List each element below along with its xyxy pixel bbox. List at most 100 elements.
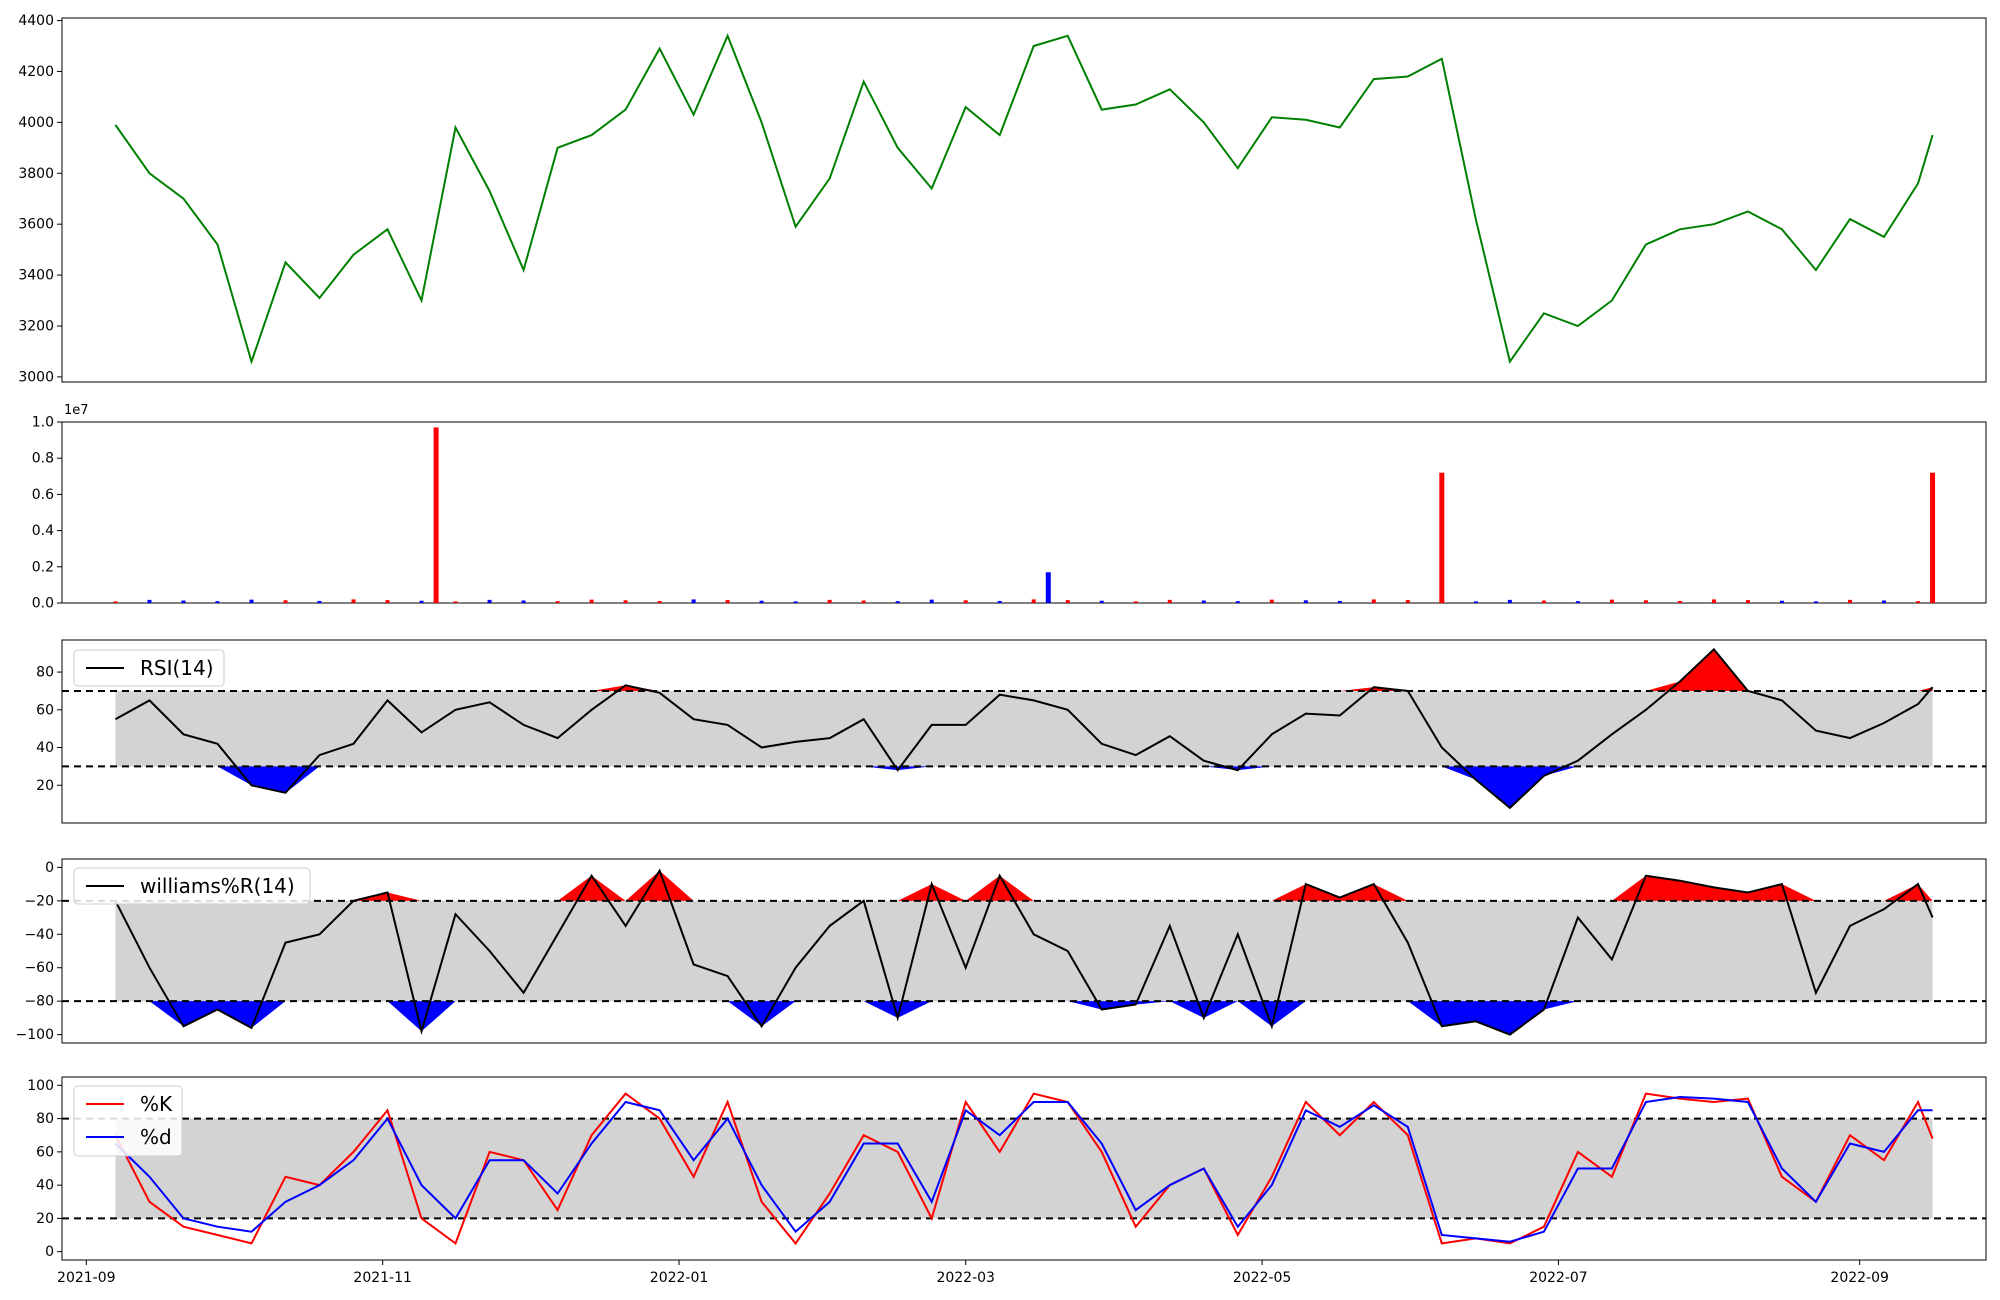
volume-bar (385, 600, 390, 603)
williams-r-panel: 0 −20 −40 −60 −80 −100 williams%R(14) (16, 858, 1987, 1044)
y-tick-label: 40 (36, 740, 54, 756)
stochastic-panel: 0 20 40 60 80 100 2021-09 2021-11 2022-01 2022-03… (27, 1076, 1987, 1286)
volume-bar (283, 600, 288, 603)
volume-bar (521, 600, 526, 603)
volume-bar (1337, 600, 1342, 603)
volume-spike-bar (433, 427, 439, 603)
rsi-neutral-band (115, 690, 1933, 767)
volume-bar (453, 601, 458, 603)
volume-bar (657, 600, 662, 603)
volume-bar (317, 600, 322, 603)
y-tick-label: 0 (45, 1244, 54, 1260)
volume-bar (147, 599, 152, 603)
volume-bar (1269, 599, 1274, 603)
volume-bar (1371, 599, 1376, 603)
williams-r-overbought-fill (115, 870, 1933, 901)
x-tick-label: 2022-03 (936, 1270, 995, 1286)
volume-spike-bar (1045, 572, 1051, 603)
williams-r-line (114, 868, 1934, 1036)
volume-bar (1881, 600, 1886, 603)
y-tick-label: 60 (36, 1144, 54, 1160)
volume-bar (1745, 600, 1750, 603)
rsi-overbought-fill (115, 649, 1933, 691)
y-tick-label: 4400 (18, 13, 54, 29)
x-tick-label: 2021-09 (57, 1270, 116, 1286)
rsi-line (114, 647, 1934, 810)
y-tick-label: 40 (36, 1178, 54, 1194)
rsi-legend: RSI(14) (73, 649, 225, 687)
y-tick-label: 3600 (18, 217, 54, 233)
volume-bar (1473, 601, 1478, 603)
d-line (114, 1095, 1933, 1243)
y-tick-label: 0.0 (32, 596, 54, 612)
volume-bar (113, 601, 118, 603)
volume-bar (1031, 599, 1036, 603)
volume-bar (1167, 599, 1172, 603)
k-legend-label: %K (140, 1092, 173, 1116)
y-tick-label: 0.8 (32, 451, 54, 467)
y-tick-label: 0.6 (32, 487, 54, 503)
volume-bar (725, 600, 730, 603)
price-line (114, 33, 1934, 365)
volume-bar (487, 599, 492, 603)
rsi-oversold-fill (115, 766, 1933, 808)
volume-bar (1405, 600, 1410, 603)
stochastic-legend: %K %d (73, 1085, 183, 1157)
volume-spike-bar (1930, 472, 1936, 603)
volume-bar (1065, 600, 1070, 603)
volume-bar (589, 599, 594, 603)
volume-bar (929, 599, 934, 603)
y-tick-label: −80 (24, 994, 54, 1010)
stochastic-neutral-band (115, 1118, 1933, 1219)
y-tick-label: 3400 (18, 268, 54, 284)
y-tick-label: 60 (36, 702, 54, 718)
volume-bar (181, 600, 186, 603)
volume-bar (997, 600, 1002, 603)
y-tick-label: 3800 (18, 166, 54, 182)
williams-r-oversold-fill (115, 1001, 1933, 1035)
volume-bar (759, 600, 764, 603)
volume-bar (691, 599, 696, 603)
y-tick-label: −40 (24, 927, 54, 943)
williams-legend-label: williams%R(14) (140, 874, 295, 898)
d-legend-label: %d (140, 1125, 172, 1149)
volume-bar (1847, 599, 1852, 603)
volume-bar (1813, 601, 1818, 603)
y-tick-label: 4200 (18, 64, 54, 80)
volume-bar (351, 599, 356, 603)
x-tick-label: 2022-01 (650, 1270, 709, 1286)
y-tick-label: 20 (36, 1211, 54, 1227)
volume-bar (793, 601, 798, 603)
volume-bar (1133, 601, 1138, 603)
x-tick-label: 2021-11 (353, 1270, 412, 1286)
volume-bar (1711, 599, 1716, 603)
y-tick-label: 0.4 (32, 523, 54, 539)
volume-offset-label: 1e7 (64, 403, 89, 418)
volume-bar (1303, 600, 1308, 603)
y-tick-label: 0.2 (32, 559, 54, 575)
williams-legend: williams%R(14) (73, 867, 311, 905)
y-tick-label: 1.0 (32, 415, 54, 431)
y-tick-label: −60 (24, 960, 54, 976)
volume-bar (623, 600, 628, 603)
y-tick-label: 3000 (18, 369, 54, 385)
y-tick-label: −20 (24, 893, 54, 909)
volume-bar (419, 600, 424, 603)
volume-bar (1915, 601, 1920, 603)
volume-bar (1099, 600, 1104, 603)
volume-bar (1575, 601, 1580, 603)
volume-panel: 0.0 0.2 0.4 0.6 0.8 1.0 1e7 (32, 403, 1987, 612)
volume-bar (827, 599, 832, 603)
x-tick-label: 2022-09 (1830, 1270, 1889, 1286)
y-tick-label: 0 (45, 860, 54, 876)
volume-bar (1507, 599, 1512, 603)
y-tick-label: −100 (16, 1027, 54, 1043)
volume-bar (1609, 599, 1614, 603)
y-tick-label: 20 (36, 778, 54, 794)
rsi-legend-label: RSI(14) (140, 656, 214, 680)
volume-bar (1779, 600, 1784, 603)
y-tick-label: 80 (36, 665, 54, 681)
volume-bar (1677, 600, 1682, 603)
volume-bar (895, 601, 900, 603)
